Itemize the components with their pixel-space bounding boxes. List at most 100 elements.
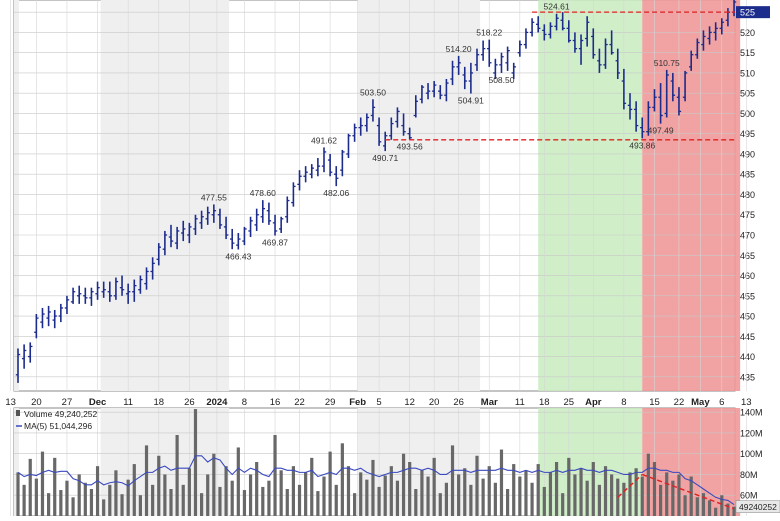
x-tick-label: Dec — [89, 397, 106, 408]
volume-bar — [230, 480, 234, 516]
x-tick-label: 13 — [741, 397, 752, 408]
ohlc-bar — [621, 68, 627, 110]
ohlc-bar — [40, 307, 45, 329]
volume-bar — [530, 482, 534, 516]
volume-bar — [291, 466, 295, 516]
volume-bar — [371, 459, 375, 516]
volume-bar — [163, 474, 167, 516]
ohlc-bar — [407, 127, 412, 140]
price-annotation: 466.43 — [225, 251, 251, 261]
volume-bar — [316, 491, 320, 516]
ohlc-bar — [603, 38, 608, 69]
ohlc-bar — [695, 38, 700, 59]
ohlc-bar — [505, 46, 510, 71]
volume-bar — [157, 455, 161, 516]
ohlc-bar — [517, 40, 523, 57]
ohlc-bar — [370, 99, 376, 122]
volume-bar — [536, 464, 540, 516]
volume-bar — [95, 466, 100, 516]
price-tick-label: 510 — [740, 68, 755, 78]
volume-bar — [267, 480, 271, 516]
price-annotation: 524.61 — [544, 2, 570, 12]
volume-bar — [242, 490, 247, 516]
volume-bar — [22, 484, 26, 516]
ohlc-bar — [652, 89, 657, 112]
x-tick-label: 11 — [123, 397, 133, 408]
volume-bar — [132, 464, 136, 516]
price-tick-label: 490 — [740, 149, 755, 159]
price-annotation: 510.75 — [654, 58, 680, 68]
volume-bar — [77, 474, 81, 516]
price-tick-label: 520 — [740, 28, 755, 38]
ohlc-bar — [480, 40, 486, 61]
volume-bar — [285, 489, 289, 516]
ohlc-bar — [523, 28, 529, 49]
price-tick-label: 440 — [740, 352, 755, 362]
volume-bar — [151, 484, 155, 516]
price-tick-label: 470 — [740, 231, 755, 241]
volume-bar — [200, 493, 204, 516]
ohlc-bar — [529, 18, 535, 37]
volume-bar — [610, 474, 614, 516]
volume-bar — [506, 489, 510, 516]
ohlc-bar — [450, 60, 455, 86]
volume-bar — [603, 466, 608, 516]
ohlc-bar — [346, 133, 351, 159]
volume-bar — [89, 489, 94, 516]
volume-bar — [683, 495, 687, 516]
x-tick-label: 26 — [453, 397, 464, 408]
volume-bar — [126, 479, 130, 516]
ohlc-bar — [193, 214, 198, 236]
ohlc-bar — [272, 214, 278, 236]
volume-bar — [408, 462, 412, 516]
volume-bar — [475, 455, 479, 516]
price-annotation: 514.20 — [446, 44, 472, 54]
ohlc-bar — [560, 12, 565, 31]
ohlc-bar — [627, 93, 633, 120]
x-tick-label: 27 — [62, 397, 73, 408]
ohlc-bar — [597, 48, 602, 73]
month-band — [100, 0, 230, 391]
volume-bar — [383, 475, 387, 516]
volume-bar — [206, 474, 210, 516]
x-tick-label: 22 — [674, 397, 685, 408]
ohlc-bar — [664, 69, 669, 118]
price-tick-label: 505 — [740, 89, 755, 99]
ohlc-bar — [187, 222, 192, 244]
price-annotation: 518.22 — [476, 28, 502, 38]
price-annotation: 478.60 — [250, 188, 276, 198]
volume-bar — [450, 445, 455, 516]
volume-bar — [469, 484, 473, 516]
ohlc-bar — [138, 275, 143, 294]
volume-bar — [59, 490, 63, 516]
ohlc-bar — [70, 287, 76, 304]
ohlc-bar — [101, 281, 106, 298]
ohlc-bar — [230, 228, 235, 250]
volume-bar — [640, 476, 644, 516]
volume-bar — [71, 497, 75, 516]
ma5-legend-label: MA(5) 51,044,296 — [24, 421, 92, 431]
volume-bar — [579, 468, 583, 516]
volume-bar — [512, 464, 516, 516]
volume-trendline — [617, 473, 643, 498]
price-annotation: 504.91 — [458, 96, 484, 106]
ohlc-bar — [474, 48, 480, 71]
x-tick-label: 22 — [294, 397, 305, 408]
ohlc-bar — [456, 55, 461, 75]
volume-bar — [401, 453, 406, 516]
volume-bar — [561, 493, 565, 516]
x-tick-label: 5 — [376, 397, 381, 408]
volume-bar — [304, 472, 308, 516]
ohlc-bar — [383, 131, 388, 152]
volume-bar — [573, 474, 577, 516]
ohlc-bar — [64, 295, 70, 315]
volume-bar — [567, 457, 571, 516]
current-price-tag — [736, 6, 770, 19]
volume-tick-label: 120M — [740, 428, 763, 438]
ohlc-bar — [493, 58, 498, 80]
volume-bar — [585, 480, 589, 516]
volume-bar — [671, 480, 675, 516]
volume-bar — [40, 451, 45, 516]
volume-bar — [47, 493, 51, 516]
